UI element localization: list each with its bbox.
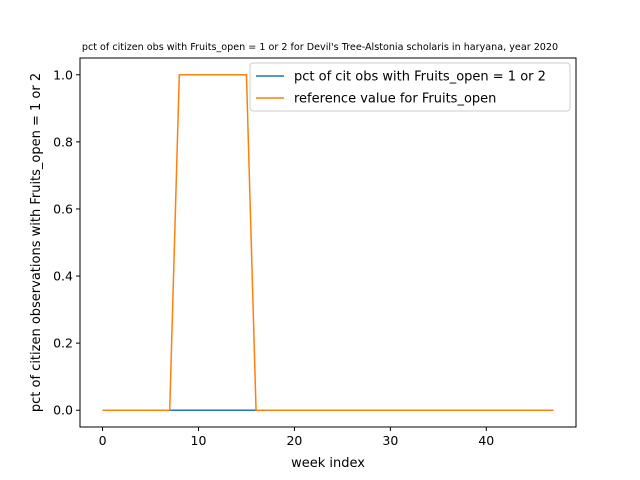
plot-frame [79,57,577,428]
x-tick-label: 10 [191,433,207,448]
y-tick-label: 0.4 [53,269,73,284]
x-tick-label: 20 [286,433,302,448]
legend-label-reference: reference value for Fruits_open [294,92,496,107]
x-tick-label: 40 [478,433,494,448]
x-axis-label: week index [291,456,365,471]
y-axis-label: pct of citizen observations with Fruits_… [29,73,44,412]
chart-title: pct of citizen obs with Fruits_open = 1 … [82,42,558,53]
x-tick-label: 30 [382,433,398,448]
series-line-1 [102,74,554,411]
plot-area [102,74,554,411]
legend: pct of cit obs with Fruits_open = 1 or 2… [249,62,571,112]
x-tick-label: 0 [99,433,107,448]
y-tick-label: 1.0 [53,67,73,82]
legend-label-cit-obs: pct of cit obs with Fruits_open = 1 or 2 [294,70,546,85]
x-axis: 0 10 20 30 40 [99,427,494,448]
y-axis: 0.0 0.2 0.4 0.6 0.8 1.0 [53,67,80,418]
legend-frame [249,62,571,112]
y-tick-label: 0.0 [53,403,73,418]
y-tick-label: 0.6 [53,201,73,216]
y-tick-label: 0.8 [53,134,73,149]
y-tick-label: 0.2 [53,336,73,351]
